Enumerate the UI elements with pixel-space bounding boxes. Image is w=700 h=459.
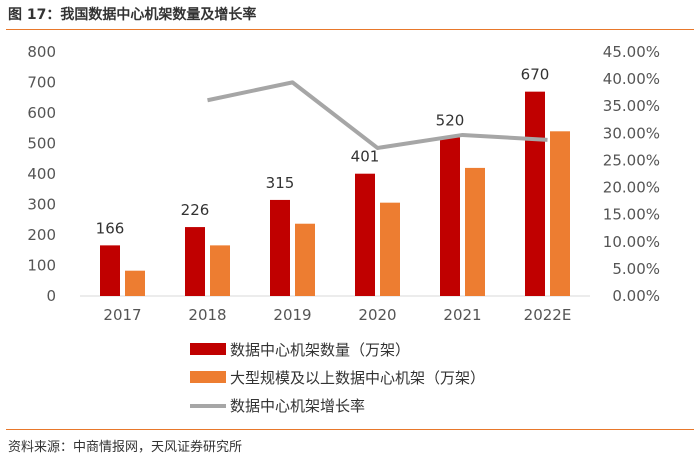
left-tick-label: 200 (27, 226, 56, 244)
bar-series-1 (525, 91, 545, 297)
bottom-rule (6, 429, 694, 430)
series-1-bars (100, 91, 545, 297)
x-axis-tick-labels: 2017 2018 2019 2020 2021 2022E (103, 306, 571, 324)
left-tick-label: 300 (27, 196, 56, 214)
right-tick-label: 30.00% (603, 124, 660, 142)
x-tick-label: 2022E (524, 306, 572, 324)
x-tick-label: 2021 (443, 306, 481, 324)
right-tick-label: 25.00% (603, 151, 660, 169)
bar-series-1 (100, 245, 120, 296)
bar-series-2 (550, 131, 570, 296)
legend-label-series-1: 数据中心机架数量（万架） (230, 341, 410, 359)
x-tick-label: 2017 (103, 306, 141, 324)
data-label: 166 (96, 219, 125, 237)
legend-swatch-series-2 (190, 371, 226, 383)
left-tick-label: 0 (46, 287, 56, 305)
right-tick-label: 5.00% (612, 260, 660, 278)
figure-title: 图 17：我国数据中心机架数量及增长率 (8, 7, 257, 23)
data-label: 520 (436, 111, 465, 129)
data-labels: 166 226 315 401 520 670 (96, 66, 550, 238)
left-tick-label: 100 (27, 257, 56, 275)
right-tick-label: 40.00% (603, 70, 660, 88)
left-axis-ticks: 0 100 200 300 400 500 600 700 800 (27, 43, 56, 305)
legend-label-series-2: 大型规模及以上数据中心机架（万架） (230, 369, 485, 387)
bar-series-2 (465, 167, 485, 296)
source-note: 资料来源：中商情报网，天风证券研究所 (8, 440, 243, 455)
series-3-line (207, 80, 548, 150)
right-tick-label: 20.00% (603, 179, 660, 197)
left-tick-label: 700 (27, 74, 56, 92)
legend-swatch-series-1 (190, 343, 226, 355)
right-tick-label: 10.00% (603, 233, 660, 251)
top-rule (6, 29, 694, 30)
right-tick-label: 35.00% (603, 97, 660, 115)
left-tick-label: 400 (27, 165, 56, 183)
bar-series-2 (380, 202, 400, 296)
bar-series-2 (125, 270, 145, 296)
right-tick-label: 45.00% (603, 43, 660, 61)
chart: 0 100 200 300 400 500 600 700 800 0.00% 5.00% 10.0… (27, 43, 660, 415)
x-tick-label: 2019 (273, 306, 311, 324)
left-tick-label: 800 (27, 43, 56, 61)
data-label: 401 (351, 148, 380, 166)
bar-series-1 (440, 137, 460, 296)
right-tick-label: 15.00% (603, 206, 660, 224)
bar-series-1 (185, 227, 205, 296)
data-label: 670 (521, 66, 550, 84)
bar-series-1 (355, 173, 375, 296)
x-tick-label: 2018 (188, 306, 226, 324)
series-2-bars (125, 131, 570, 296)
bar-series-2 (210, 245, 230, 296)
left-tick-label: 600 (27, 104, 56, 122)
right-axis-ticks: 0.00% 5.00% 10.00% 15.00% 20.00% 25.00% 30.00%… (603, 43, 660, 305)
data-label: 315 (266, 174, 295, 192)
legend: 数据中心机架数量（万架） 大型规模及以上数据中心机架（万架） 数据中心机架增长率 (190, 341, 485, 415)
line-series-3 (207, 80, 548, 150)
x-tick-label: 2020 (358, 306, 396, 324)
bar-series-2 (295, 223, 315, 296)
right-tick-label: 0.00% (612, 287, 660, 305)
left-tick-label: 500 (27, 135, 56, 153)
legend-label-series-3: 数据中心机架增长率 (230, 397, 365, 415)
data-label: 226 (181, 201, 210, 219)
bar-series-1 (270, 199, 290, 296)
